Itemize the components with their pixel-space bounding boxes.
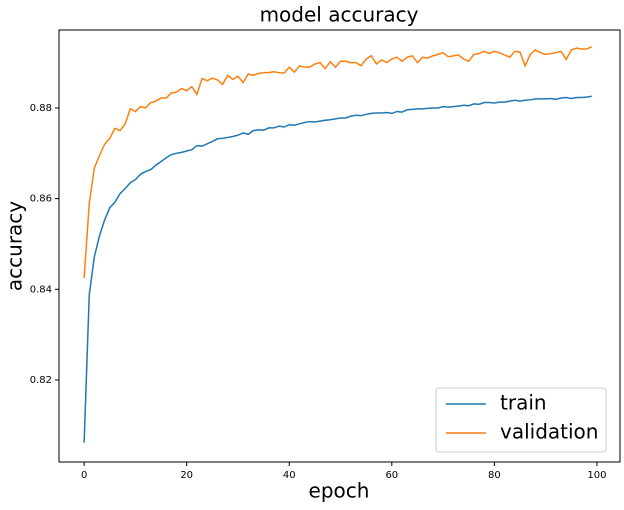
y-axis-label: accuracy [3, 201, 27, 291]
x-tick-label: 0 [81, 470, 87, 481]
chart-title: model accuracy [260, 3, 419, 27]
x-axis-label: epoch [309, 479, 370, 503]
y-tick-label: 0.88 [30, 103, 52, 114]
y-tick-label: 0.82 [30, 375, 52, 386]
legend-label: train [500, 391, 547, 415]
x-tick-label: 40 [283, 470, 296, 481]
y-tick-label: 0.84 [30, 284, 52, 295]
x-tick-label: 80 [488, 470, 501, 481]
x-tick-label: 60 [385, 470, 398, 481]
x-tick-label: 20 [180, 470, 193, 481]
axes-frame [58, 29, 621, 463]
legend-label: validation [500, 420, 598, 444]
y-tick-label: 0.86 [30, 194, 52, 205]
series-line [83, 46, 593, 279]
x-tick-label: 100 [587, 470, 606, 481]
series-line [83, 95, 592, 443]
